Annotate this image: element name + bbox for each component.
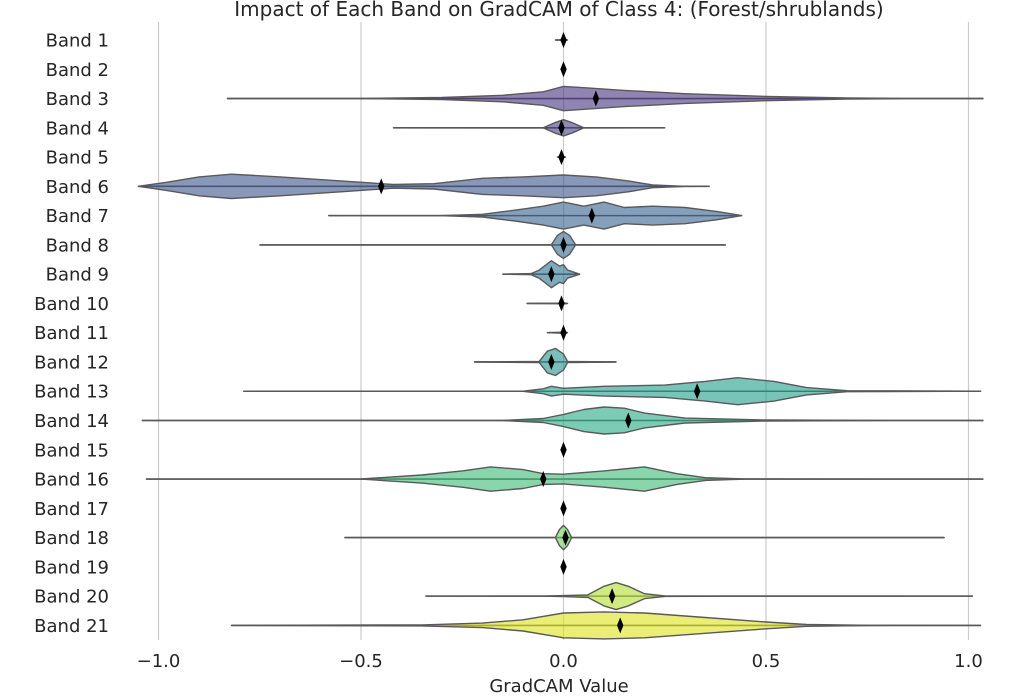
- violin-series: [137, 32, 984, 640]
- y-tick-label: Band 10: [34, 294, 109, 315]
- violin: [344, 524, 945, 551]
- y-tick-label: Band 8: [46, 235, 109, 256]
- violin-body: [242, 377, 982, 406]
- violin-body: [425, 581, 974, 611]
- y-tick-label: Band 9: [46, 265, 109, 286]
- violin: [554, 32, 569, 48]
- y-tick-label: Band 17: [34, 499, 109, 520]
- mean-marker: [560, 32, 567, 48]
- y-tick-label: Band 12: [34, 352, 109, 373]
- y-tick-label: Band 5: [46, 148, 109, 169]
- y-tick-label: Band 19: [34, 557, 109, 578]
- mean-marker: [625, 412, 632, 429]
- violin: [226, 85, 984, 112]
- violin: [242, 377, 982, 406]
- y-tick-label: Band 15: [34, 440, 109, 461]
- y-tick-label: Band 1: [46, 31, 109, 52]
- mean-marker: [548, 353, 555, 370]
- mean-marker: [560, 558, 567, 575]
- mean-marker: [608, 588, 616, 605]
- violin-body: [259, 230, 727, 260]
- violin-body: [230, 611, 982, 640]
- y-tick-label: Band 13: [34, 382, 109, 403]
- y-tick-label: Band 21: [34, 616, 109, 637]
- y-tick-label: Band 7: [46, 206, 109, 227]
- violin-body: [473, 347, 617, 377]
- x-tick-labels: −1.0 −0.5 0.0 0.5 1.0: [137, 651, 983, 672]
- violin-body: [226, 85, 984, 112]
- mean-marker: [540, 471, 547, 488]
- x-tick-label: −0.5: [339, 651, 383, 672]
- violin: [327, 201, 743, 230]
- mean-marker: [693, 383, 701, 400]
- mean-marker: [378, 178, 385, 195]
- mean-marker: [562, 529, 569, 546]
- violin: [502, 260, 581, 289]
- violin: [392, 118, 666, 137]
- violin-body: [137, 173, 710, 200]
- mean-marker: [617, 617, 624, 634]
- violin: [546, 324, 569, 341]
- mean-marker: [560, 500, 567, 517]
- violin: [560, 500, 567, 517]
- x-tick-label: 0.5: [752, 651, 781, 672]
- chart-title: Impact of Each Band on GradCAM of Class …: [234, 0, 883, 21]
- violin-body: [327, 201, 743, 230]
- mean-marker: [560, 441, 567, 458]
- violin: [259, 230, 727, 260]
- y-tick-label: Band 3: [46, 89, 109, 110]
- violin: [526, 295, 569, 312]
- y-tick-label: Band 16: [34, 470, 109, 491]
- violin: [145, 466, 984, 492]
- violin: [425, 581, 974, 611]
- violin: [141, 406, 984, 435]
- y-tick-labels: Band 1 Band 2 Band 3 Band 4 Band 5 Band 6 Band…: [34, 31, 109, 637]
- violin-body: [392, 118, 666, 137]
- violin: [137, 173, 710, 200]
- y-tick-label: Band 6: [46, 177, 109, 198]
- violin-body: [344, 524, 945, 551]
- y-tick-label: Band 11: [34, 323, 109, 344]
- violin: [473, 347, 617, 377]
- x-tick-label: 1.0: [954, 651, 983, 672]
- mean-marker: [548, 266, 555, 283]
- mean-marker: [560, 236, 567, 253]
- violin: [560, 441, 567, 458]
- violin-body: [141, 406, 984, 435]
- x-axis-label: GradCAM Value: [489, 676, 628, 697]
- y-tick-label: Band 2: [46, 60, 109, 81]
- violin-body: [145, 466, 984, 492]
- mean-marker: [558, 295, 565, 312]
- mean-marker: [560, 61, 567, 78]
- x-tick-label: −1.0: [137, 651, 181, 672]
- mean-marker: [560, 324, 567, 341]
- y-tick-label: Band 4: [46, 118, 109, 139]
- mean-marker: [592, 90, 600, 107]
- violin: [560, 61, 567, 78]
- mean-marker: [558, 149, 565, 166]
- violin: [230, 611, 982, 640]
- y-tick-label: Band 18: [34, 528, 109, 549]
- y-tick-label: Band 14: [34, 411, 109, 432]
- mean-marker: [588, 207, 596, 224]
- y-tick-label: Band 20: [34, 587, 109, 608]
- violin: [560, 558, 567, 575]
- violin: [556, 149, 567, 166]
- mean-marker: [558, 119, 565, 136]
- violin-body: [502, 260, 581, 289]
- x-tick-label: 0.0: [549, 651, 578, 672]
